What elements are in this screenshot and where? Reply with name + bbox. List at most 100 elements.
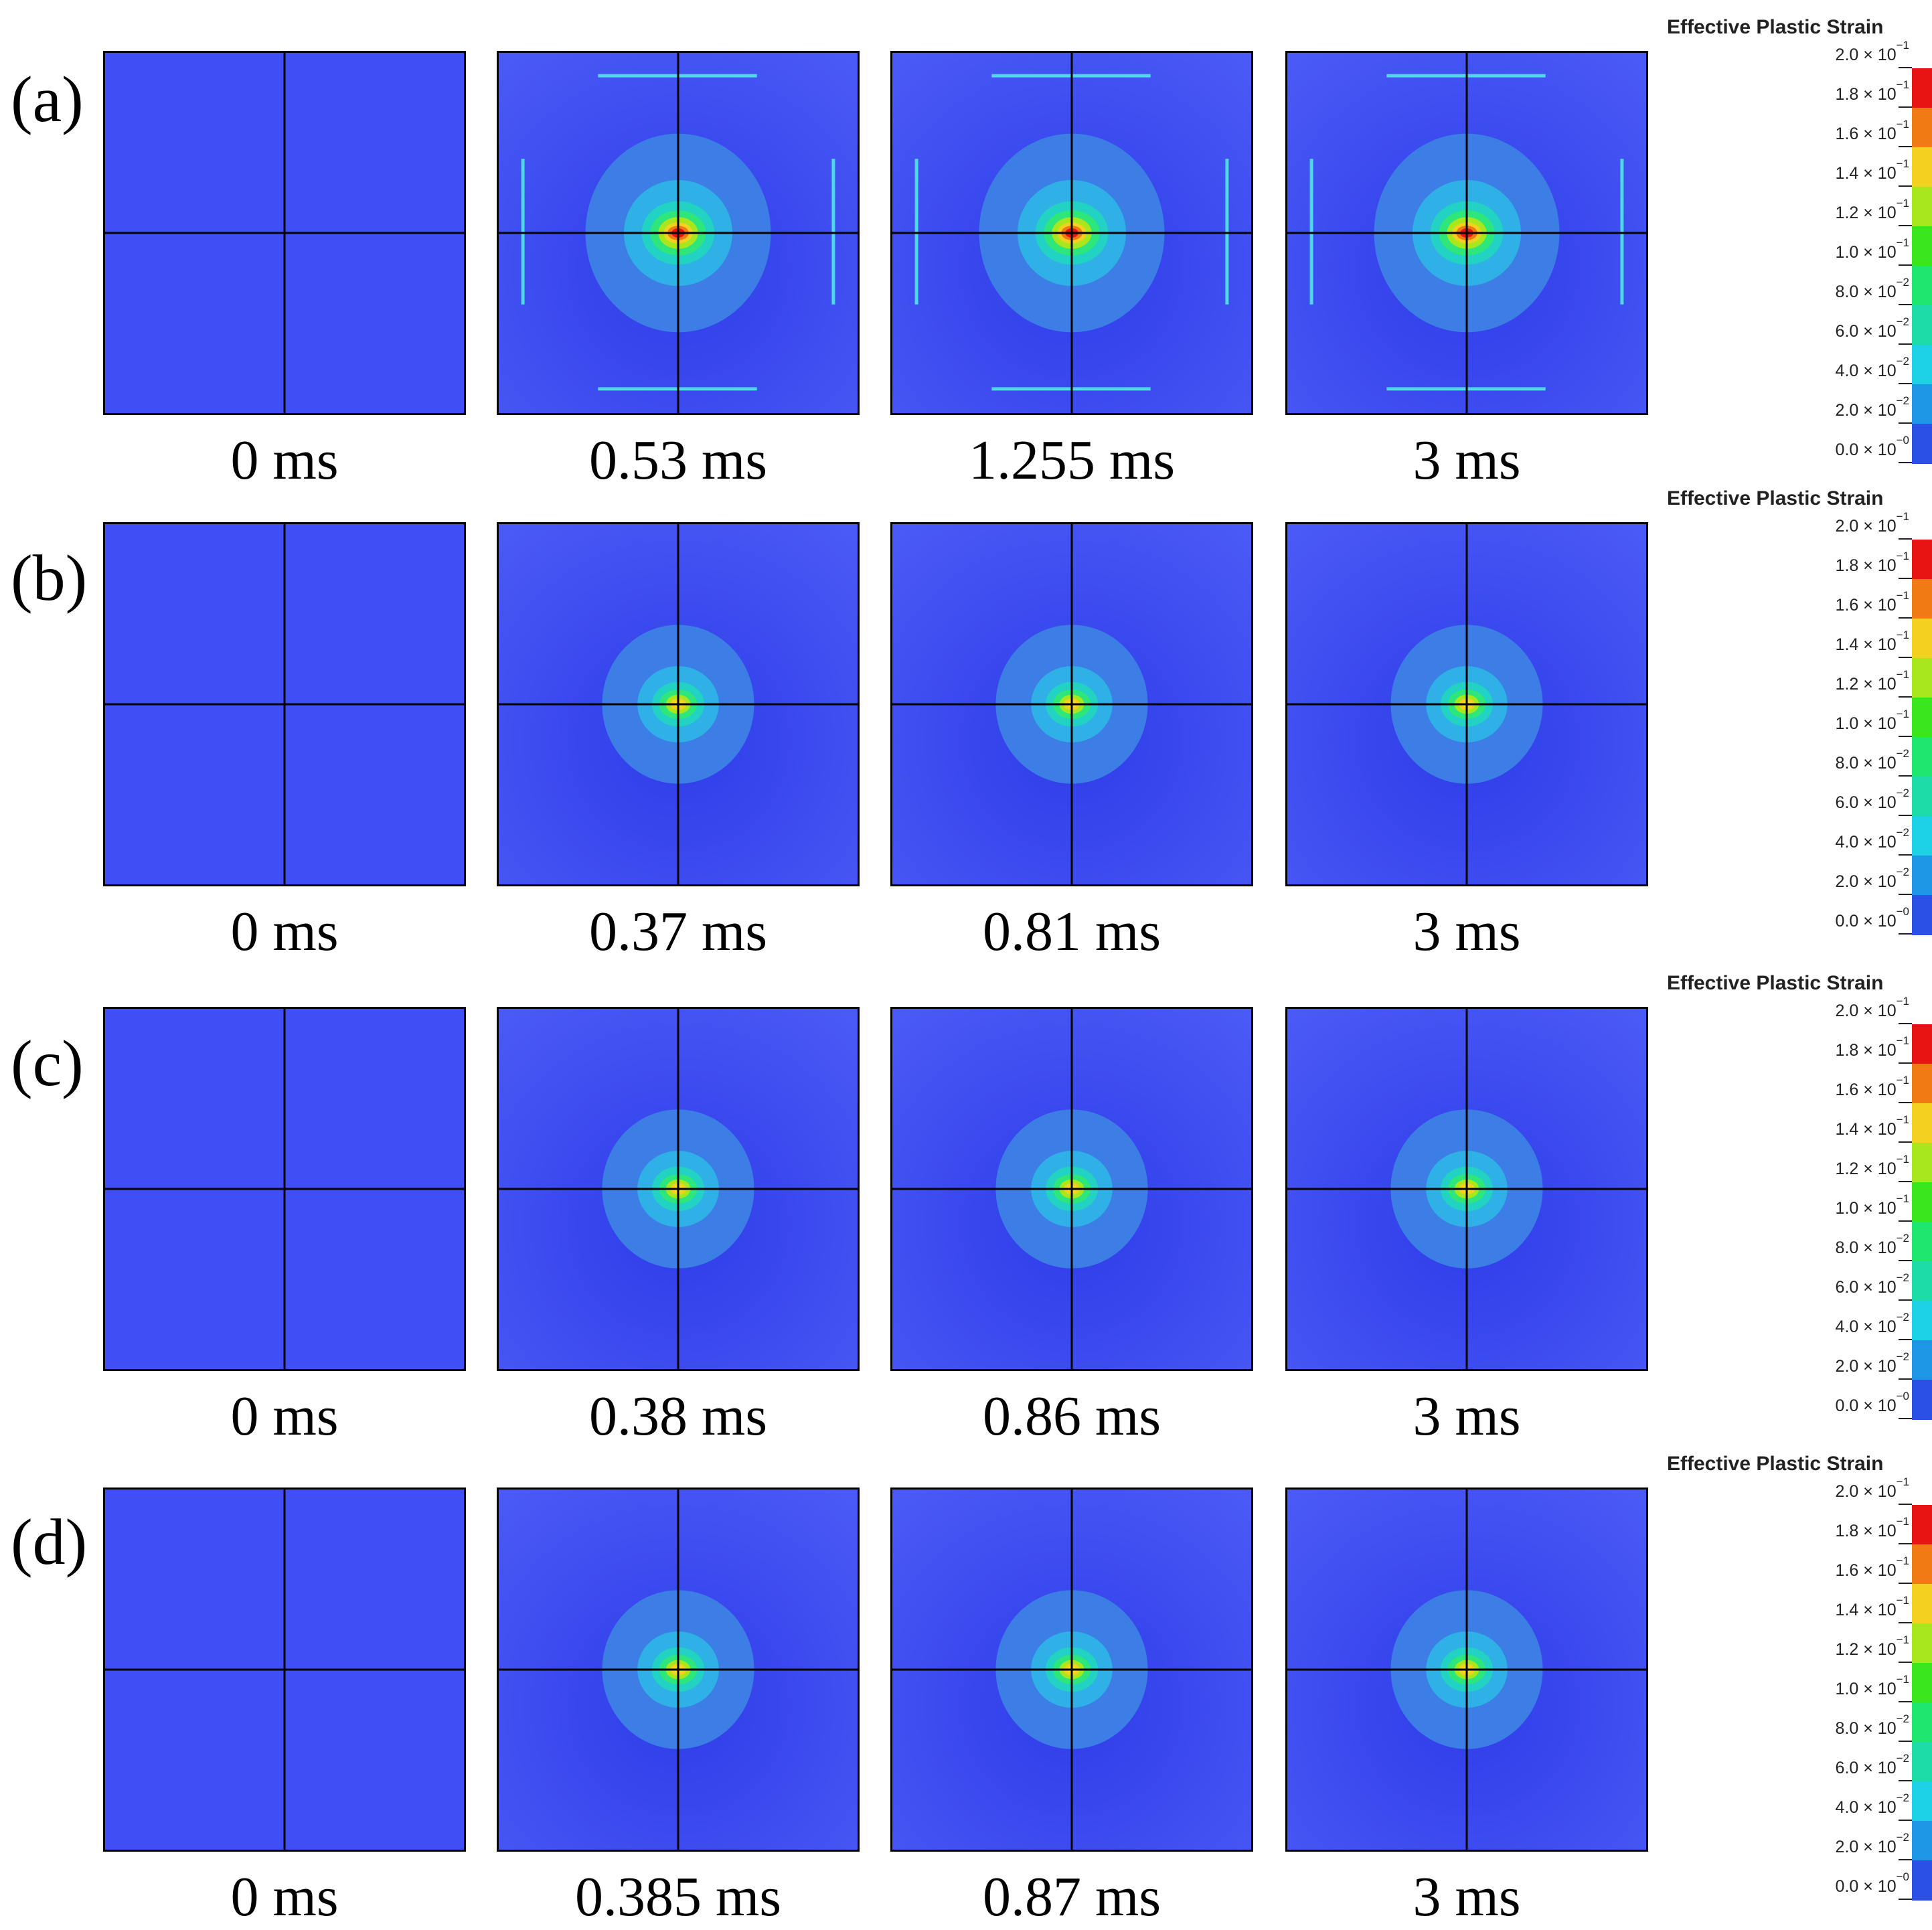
tick-mantissa: 1.4 × 10 bbox=[1835, 164, 1897, 183]
colorbar-swatch bbox=[1912, 68, 1932, 108]
contour-panel bbox=[890, 1487, 1253, 1852]
colorbar-tick-label: 8.0 × 10−2 bbox=[1787, 1713, 1909, 1739]
tick-mantissa: 6.0 × 10 bbox=[1835, 1759, 1897, 1777]
tick-exponent: −1 bbox=[1896, 1593, 1909, 1607]
colorbar-tick bbox=[1899, 538, 1912, 540]
tick-exponent: −1 bbox=[1896, 994, 1909, 1008]
contour-panel bbox=[497, 1007, 860, 1371]
tick-mantissa: 4.0 × 10 bbox=[1835, 361, 1897, 380]
tick-mantissa: 2.0 × 10 bbox=[1835, 517, 1897, 536]
colorbar-legend: Effective Plastic Strain 2.0 × 10−1 1.8 × … bbox=[1667, 1453, 1932, 1921]
colorbar-tick-label: 1.2 × 10−1 bbox=[1787, 669, 1909, 694]
tick-exponent: −2 bbox=[1896, 1231, 1909, 1244]
colorbar-tick bbox=[1899, 1339, 1912, 1340]
contour-panel bbox=[1285, 522, 1648, 886]
tick-mantissa: 1.0 × 10 bbox=[1835, 243, 1897, 262]
tick-mantissa: 8.0 × 10 bbox=[1835, 1719, 1897, 1738]
time-label: 0.86 ms bbox=[982, 1385, 1161, 1447]
colorbar-tick bbox=[1899, 185, 1912, 187]
row-label: (a) bbox=[11, 64, 84, 136]
colorbar-tick-label: 2.0 × 10−2 bbox=[1787, 1351, 1909, 1376]
colorbar-tick-label: 1.0 × 10−1 bbox=[1787, 708, 1909, 734]
tick-mantissa: 1.0 × 10 bbox=[1835, 714, 1897, 733]
colorbar-swatch bbox=[1912, 424, 1932, 464]
tick-exponent: −1 bbox=[1896, 78, 1909, 91]
colorbar-tick bbox=[1899, 1102, 1912, 1103]
colorbar-tick-label: 2.0 × 10−1 bbox=[1787, 995, 1909, 1021]
tick-mantissa: 1.2 × 10 bbox=[1835, 1159, 1897, 1178]
contour-plot bbox=[499, 524, 858, 884]
tick-exponent: −1 bbox=[1896, 509, 1909, 523]
time-label: 0 ms bbox=[230, 1866, 339, 1928]
colorbar-swatch bbox=[1912, 698, 1932, 738]
tick-mantissa: 1.0 × 10 bbox=[1835, 1680, 1897, 1698]
colorbar-legend: Effective Plastic Strain 2.0 × 10−1 1.8 × … bbox=[1667, 487, 1932, 956]
colorbar-tick-label: 6.0 × 10−2 bbox=[1787, 1272, 1909, 1297]
tick-exponent: −1 bbox=[1896, 1554, 1909, 1567]
colorbar-tick-label: 8.0 × 10−2 bbox=[1787, 276, 1909, 302]
tick-mantissa: 1.2 × 10 bbox=[1835, 675, 1897, 694]
tick-mantissa: 0.0 × 10 bbox=[1835, 1877, 1897, 1896]
tick-mantissa: 1.6 × 10 bbox=[1835, 1561, 1897, 1580]
tick-mantissa: 1.4 × 10 bbox=[1835, 1120, 1897, 1139]
tick-exponent: −2 bbox=[1896, 1751, 1909, 1765]
tick-exponent: −2 bbox=[1896, 1350, 1909, 1363]
colorbar-tick-label: 4.0 × 10−2 bbox=[1787, 827, 1909, 852]
contour-plot bbox=[1287, 1490, 1646, 1850]
colorbar-tick bbox=[1899, 1378, 1912, 1380]
contour-plot bbox=[499, 53, 858, 413]
colorbar-tick bbox=[1899, 1260, 1912, 1261]
colorbar-swatch bbox=[1912, 1702, 1932, 1743]
colorbar-swatch bbox=[1912, 895, 1932, 935]
colorbar-legend: Effective Plastic Strain 2.0 × 10−1 1.8 × … bbox=[1667, 16, 1932, 485]
colorbar-tick bbox=[1899, 1543, 1912, 1544]
colorbar-tick bbox=[1899, 1583, 1912, 1584]
tick-exponent: −1 bbox=[1896, 117, 1909, 131]
tick-exponent: −1 bbox=[1896, 588, 1909, 602]
tick-exponent: −1 bbox=[1896, 628, 1909, 641]
colorbar-swatch bbox=[1912, 305, 1932, 345]
colorbar-swatch bbox=[1912, 816, 1932, 856]
contour-plot bbox=[1287, 524, 1646, 884]
legend-title: Effective Plastic Strain bbox=[1667, 487, 1884, 509]
colorbar-tick-label: 1.6 × 10−1 bbox=[1787, 590, 1909, 615]
tick-mantissa: 1.6 × 10 bbox=[1835, 125, 1897, 143]
tick-mantissa: 1.8 × 10 bbox=[1835, 85, 1897, 104]
tick-mantissa: 1.4 × 10 bbox=[1835, 635, 1897, 654]
colorbar-swatch bbox=[1912, 856, 1932, 896]
colorbar-tick-label: 0.0 × 10−0 bbox=[1787, 1390, 1909, 1416]
colorbar-swatch bbox=[1912, 1742, 1932, 1782]
colorbar-tick-label: 1.8 × 10−1 bbox=[1787, 1516, 1909, 1541]
tick-mantissa: 0.0 × 10 bbox=[1835, 1396, 1897, 1415]
colorbar-tick bbox=[1899, 225, 1912, 226]
colorbar-tick-label: 4.0 × 10−2 bbox=[1787, 355, 1909, 381]
legend-title: Effective Plastic Strain bbox=[1667, 16, 1884, 38]
colorbar-tick bbox=[1899, 1741, 1912, 1742]
colorbar-tick bbox=[1899, 1181, 1912, 1182]
colorbar-swatch bbox=[1912, 1505, 1932, 1545]
time-label: 0.385 ms bbox=[574, 1866, 782, 1928]
tick-mantissa: 1.8 × 10 bbox=[1835, 1041, 1897, 1060]
colorbar bbox=[1912, 1024, 1932, 1420]
colorbar-tick-label: 0.0 × 10−0 bbox=[1787, 434, 1909, 460]
colorbar-swatch bbox=[1912, 384, 1932, 424]
time-label: 3 ms bbox=[1413, 900, 1521, 963]
contour-panel bbox=[103, 1007, 466, 1371]
colorbar-swatch bbox=[1912, 345, 1932, 385]
contour-panel bbox=[497, 1487, 860, 1852]
contour-plot bbox=[499, 1490, 858, 1850]
time-label: 3 ms bbox=[1413, 1385, 1521, 1447]
colorbar-swatch bbox=[1912, 579, 1932, 619]
colorbar-tick bbox=[1899, 1504, 1912, 1505]
time-label: 0 ms bbox=[230, 900, 339, 963]
colorbar-tick bbox=[1899, 578, 1912, 579]
time-label: 0.81 ms bbox=[982, 900, 1161, 963]
time-label: 3 ms bbox=[1413, 1866, 1521, 1928]
contour-panel bbox=[890, 522, 1253, 886]
row-label: (c) bbox=[11, 1028, 84, 1100]
colorbar-tick-label: 2.0 × 10−2 bbox=[1787, 866, 1909, 892]
tick-mantissa: 2.0 × 10 bbox=[1835, 1482, 1897, 1501]
tick-mantissa: 1.8 × 10 bbox=[1835, 556, 1897, 575]
colorbar-tick bbox=[1899, 1859, 1912, 1860]
colorbar-swatch bbox=[1912, 108, 1932, 148]
